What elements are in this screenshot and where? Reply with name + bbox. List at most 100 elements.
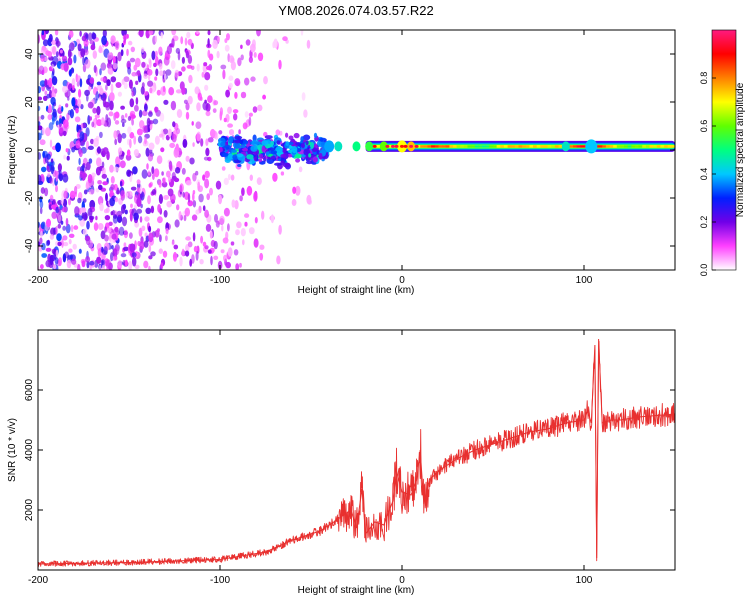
noise-blob (140, 86, 145, 95)
noise-blob (239, 195, 243, 202)
noise-blob (68, 69, 72, 77)
noise-blob (129, 232, 133, 239)
carrier-core (624, 145, 628, 148)
noise-blob (97, 223, 104, 230)
noise-blob (48, 34, 53, 43)
noise-blob (127, 66, 132, 75)
spectrogram-y-label: Frequency (Hz) (7, 116, 18, 185)
noise-blob (87, 174, 93, 184)
noise-blob (148, 244, 152, 253)
noise-blob (184, 207, 190, 217)
noise-blob (241, 187, 245, 196)
noise-blob (232, 109, 239, 114)
noise-blob (112, 62, 118, 70)
noise-blob (171, 172, 176, 180)
noise-blob (100, 230, 106, 240)
carrier-core (467, 145, 472, 148)
noise-blob (120, 118, 127, 124)
colorbar-tick-label: 0.8 (699, 72, 709, 85)
carrier-core (653, 145, 658, 148)
noise-blob (235, 263, 240, 270)
noise-blob (98, 199, 103, 204)
noise-blob (88, 189, 95, 195)
burst-blob (231, 149, 237, 153)
noise-blob (204, 170, 210, 179)
noise-blob (172, 165, 176, 173)
noise-blob (159, 70, 164, 76)
noise-blob (162, 177, 167, 184)
noise-blob (149, 59, 152, 68)
noise-blob (163, 210, 168, 218)
noise-blob (217, 36, 220, 43)
noise-blob (77, 197, 82, 204)
noise-blob (65, 103, 69, 108)
colorbar: 0.0 0.2 0.4 0.6 0.8 Normalized spectral ampl… (699, 29, 746, 276)
noise-blob (192, 142, 195, 147)
noise-blob (219, 111, 223, 121)
noise-blob (154, 50, 158, 57)
carrier-core (671, 145, 675, 148)
noise-blob (165, 235, 168, 242)
noise-blob (109, 164, 114, 173)
carrier-core (420, 145, 425, 148)
noise-blob (67, 96, 70, 101)
noise-blob (134, 264, 140, 269)
carrier-knot (403, 144, 408, 148)
carrier-bulge (379, 141, 388, 152)
carrier-core (525, 145, 530, 148)
noise-blob (46, 172, 51, 178)
snr-x-label: Height of straight line (km) (298, 585, 415, 596)
burst-blob (270, 155, 276, 160)
noise-blob (187, 54, 193, 64)
noise-blob (61, 55, 68, 62)
noise-blob (77, 43, 82, 52)
noise-blob (146, 117, 151, 128)
snr-ytick-label: 6000 (24, 378, 35, 401)
noise-blob (148, 232, 154, 243)
noise-blob (67, 57, 73, 66)
noise-blob (77, 263, 81, 270)
noise-blob (102, 147, 109, 155)
noise-blob (242, 122, 248, 130)
noise-blob (230, 174, 235, 181)
noise-blob (153, 168, 160, 178)
noise-blob (227, 223, 230, 232)
noise-blob (131, 90, 135, 97)
noise-blob (223, 117, 227, 123)
noise-blob (144, 103, 148, 112)
noise-blob (134, 104, 139, 112)
noise-blob (132, 166, 138, 175)
noise-blob (301, 92, 306, 101)
noise-blob (233, 113, 238, 121)
carrier-knot (385, 144, 390, 148)
noise-blob (131, 252, 137, 258)
noise-blob (121, 78, 125, 85)
noise-blob (204, 84, 209, 91)
noise-blob (107, 67, 114, 75)
carrier-core (554, 145, 559, 148)
carrier-core (656, 145, 661, 148)
noise-blob (75, 140, 81, 149)
noise-blob (172, 121, 176, 128)
noise-blob (114, 138, 118, 146)
noise-blob (130, 114, 136, 119)
noise-blob (139, 240, 145, 250)
noise-blob (101, 264, 106, 270)
noise-blob (97, 180, 102, 185)
noise-blob (179, 256, 183, 267)
noise-blob (206, 193, 210, 201)
noise-blob (114, 197, 119, 203)
noise-blob (62, 225, 67, 231)
noise-blob (84, 59, 91, 69)
carrier-core (511, 145, 516, 148)
noise-blob (148, 30, 153, 36)
carrier-core (503, 145, 508, 148)
burst-blob (242, 148, 248, 152)
noise-blob (240, 54, 244, 61)
noise-blob (51, 248, 57, 255)
carrier-core (485, 145, 490, 148)
noise-blob (62, 198, 68, 208)
carrier-core (482, 145, 487, 148)
noise-blob (225, 89, 231, 98)
